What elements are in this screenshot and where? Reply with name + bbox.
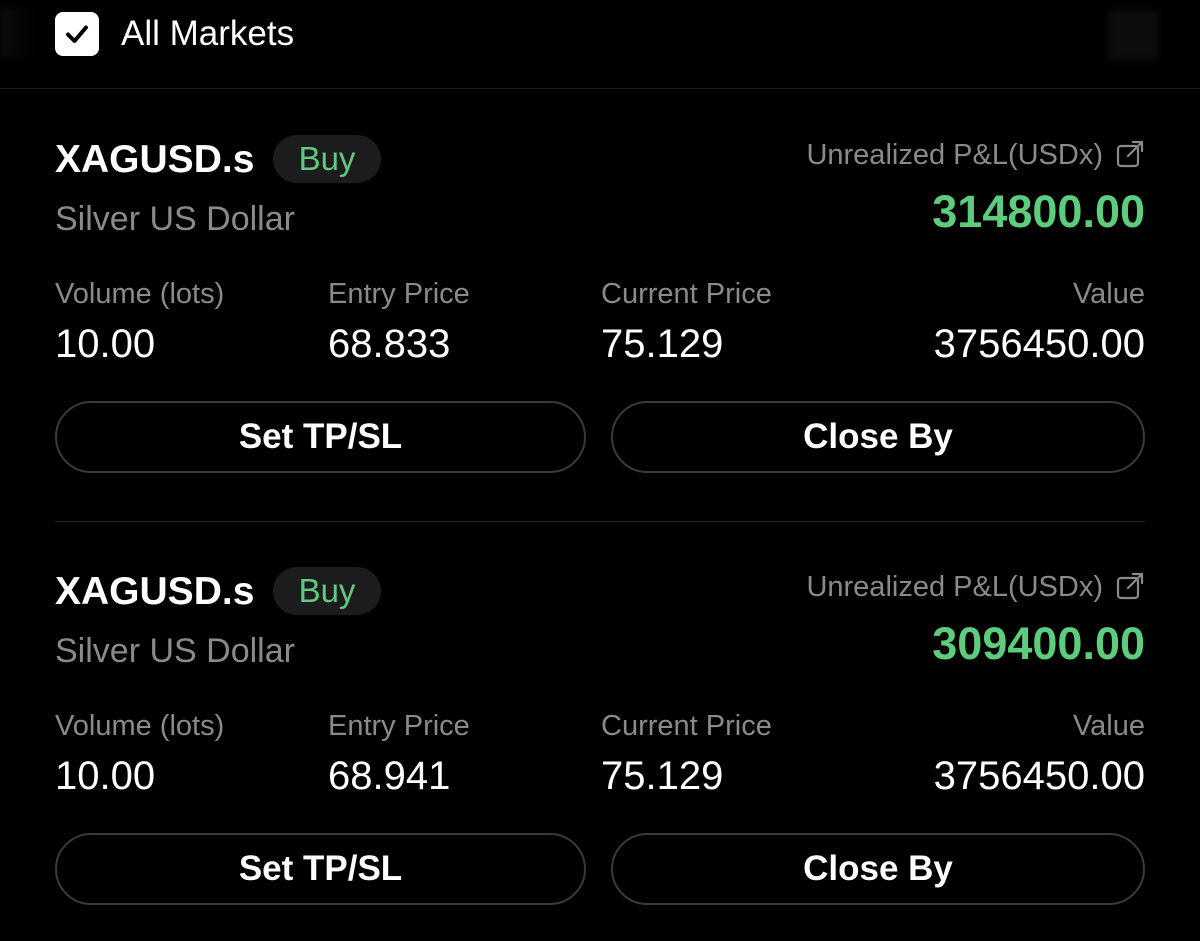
current-price-label: Current Price xyxy=(601,278,772,310)
side-badge: Buy xyxy=(273,135,381,183)
current-price-label: Current Price xyxy=(601,710,772,742)
current-price-value: 75.129 xyxy=(601,754,724,798)
side-badge: Buy xyxy=(273,567,381,615)
market-filter-bar: All Markets xyxy=(0,0,1200,89)
volume-value: 10.00 xyxy=(55,754,156,798)
set-tp-sl-button[interactable]: Set TP/SL xyxy=(55,401,586,473)
unrealized-pnl-value: 314800.00 xyxy=(932,186,1145,237)
position-value: 3756450.00 xyxy=(933,754,1145,798)
instrument-name: Silver US Dollar xyxy=(55,632,295,670)
obscured-region xyxy=(1108,10,1158,60)
position-card: XAGUSD.s Buy Silver US Dollar Unrealized… xyxy=(55,131,1145,509)
volume-label: Volume (lots) xyxy=(55,710,225,742)
unrealized-pnl-label: Unrealized P&L(USDx) xyxy=(806,571,1103,603)
unrealized-pnl-label: Unrealized P&L(USDx) xyxy=(806,139,1103,171)
obscured-region xyxy=(0,8,40,58)
entry-price-label: Entry Price xyxy=(328,278,470,310)
external-link-icon[interactable] xyxy=(1115,139,1145,169)
value-label: Value xyxy=(1072,710,1145,742)
volume-value: 10.00 xyxy=(55,322,156,366)
instrument-name: Silver US Dollar xyxy=(55,200,295,238)
set-tp-sl-button[interactable]: Set TP/SL xyxy=(55,833,586,905)
entry-price-value: 68.941 xyxy=(328,754,451,798)
position-card: XAGUSD.s Buy Silver US Dollar Unrealized… xyxy=(55,563,1145,941)
all-markets-checkbox[interactable] xyxy=(55,12,99,56)
card-divider xyxy=(55,521,1145,522)
value-label: Value xyxy=(1072,278,1145,310)
current-price-value: 75.129 xyxy=(601,322,724,366)
unrealized-pnl-value: 309400.00 xyxy=(932,618,1145,669)
all-markets-label[interactable]: All Markets xyxy=(121,14,295,53)
checkmark-icon xyxy=(66,25,88,43)
close-by-button[interactable]: Close By xyxy=(611,401,1145,473)
entry-price-label: Entry Price xyxy=(328,710,470,742)
close-by-button[interactable]: Close By xyxy=(611,833,1145,905)
position-value: 3756450.00 xyxy=(933,322,1145,366)
external-link-icon[interactable] xyxy=(1115,571,1145,601)
volume-label: Volume (lots) xyxy=(55,278,225,310)
position-symbol: XAGUSD.s xyxy=(55,570,255,613)
entry-price-value: 68.833 xyxy=(328,322,451,366)
position-symbol: XAGUSD.s xyxy=(55,138,255,181)
